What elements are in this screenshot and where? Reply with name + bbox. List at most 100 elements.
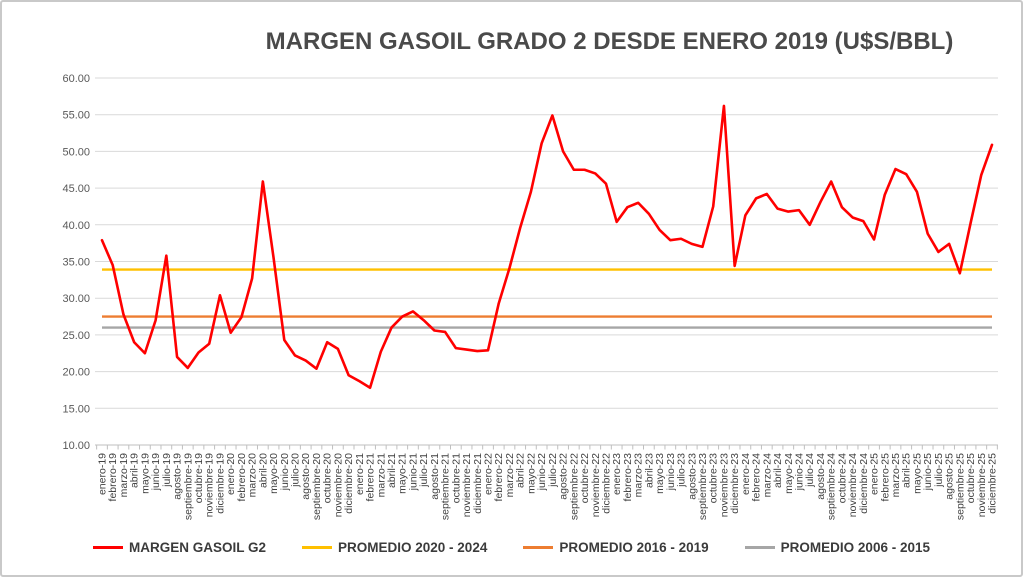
x-axis-label: febrero-25 [879,453,891,502]
x-axis-label: febrero-21 [365,453,377,502]
y-axis-label: 20.00 [62,367,90,379]
y-axis-label: 10.00 [62,440,90,452]
x-axis-label: agosto-20 [300,453,312,500]
x-axis-label: enero-22 [483,453,495,495]
x-axis-label: octubre-25 [965,453,977,503]
x-axis-label: abril-21 [386,453,398,488]
x-axis-label: julio-23 [676,453,688,488]
x-axis-label: diciembre-25 [987,453,999,514]
legend-item-margen-gasoil-g2: MARGEN GASOIL G2 [92,540,267,555]
y-axis-label: 35.00 [62,257,90,269]
x-axis-label: enero-20 [225,453,237,495]
legend-swatch-margen-gasoil-g2 [92,546,123,549]
x-axis-label: mayo-25 [911,453,923,494]
x-axis-label: septiembre-21 [440,453,452,520]
x-axis-label: diciembre-23 [729,453,741,514]
y-axis-label: 25.00 [62,330,90,342]
x-axis-label: octubre-22 [579,453,591,503]
x-axis-label: marzo-24 [761,453,773,498]
x-axis-label: febrero-20 [236,453,248,502]
x-axis-label: octubre-24 [836,453,848,503]
y-axis-label: 30.00 [62,293,90,305]
x-axis-label: marzo-22 [504,453,516,498]
x-axis-label: diciembre-19 [214,453,226,514]
x-axis-label: marzo-25 [890,453,902,498]
x-axis-label: abril-23 [643,453,655,488]
y-axis-label: 40.00 [62,220,90,232]
y-axis-label: 15.00 [62,403,90,415]
legend-swatch-promedio-2020-2024 [302,546,333,549]
x-axis-label: octubre-23 [708,453,720,503]
x-axis-label: febrero-19 [107,453,119,502]
y-axis-label: 50.00 [62,146,90,158]
x-axis-label: febrero-23 [622,453,634,502]
x-axis-label: marzo-23 [633,453,645,498]
x-axis-label: septiembre-19 [182,453,194,520]
x-axis-label: septiembre-20 [311,453,323,520]
x-axis-label: enero-23 [611,453,623,495]
x-axis-label: marzo-21 [375,453,387,498]
x-axis-label: agosto-23 [686,453,698,500]
x-axis-label: agosto-19 [172,453,184,500]
x-axis-label: julio-24 [804,453,816,488]
y-axis-label: 45.00 [62,183,90,195]
x-axis-label: diciembre-20 [343,453,355,514]
x-axis-label: noviembre-22 [590,453,602,517]
x-axis-label: septiembre-25 [954,453,966,520]
x-axis-label: septiembre-23 [697,453,709,520]
x-axis-label: abril-25 [901,453,913,488]
x-axis-label: febrero-22 [493,453,505,502]
x-axis-label: abril-24 [772,453,784,488]
x-axis-label: enero-21 [354,453,366,495]
x-axis-label: mayo-23 [654,453,666,494]
x-axis-label: junio-24 [793,453,805,492]
x-axis-label: noviembre-19 [204,453,216,517]
chart-title: MARGEN GASOIL GRADO 2 DESDE ENERO 2019 (… [265,28,954,55]
x-axis-label: junio-23 [665,453,677,492]
x-axis-label: octubre-19 [193,453,205,503]
x-axis-label: julio-19 [161,453,173,488]
x-axis-label: diciembre-22 [600,453,612,514]
legend-label-promedio-2020-2024: PROMEDIO 2020 - 2024 [338,540,488,555]
x-axis-label: noviembre-24 [847,453,859,517]
x-axis-label: junio-20 [279,453,291,492]
x-axis-label: junio-25 [922,453,934,492]
legend-swatch-promedio-2016-2019 [523,546,554,549]
legend-item-promedio-2020-2024: PROMEDIO 2020 - 2024 [302,540,487,555]
x-axis-label: julio-22 [547,453,559,488]
x-axis-label: agosto-25 [944,453,956,500]
x-axis-label: julio-20 [290,453,302,488]
x-axis-label: mayo-22 [525,453,537,494]
x-axis-label: agosto-21 [429,453,441,500]
legend-label-promedio-2016-2019: PROMEDIO 2016 - 2019 [559,540,709,555]
x-axis-label: mayo-20 [268,453,280,494]
x-axis-label: abril-20 [257,453,269,488]
x-axis-label: noviembre-20 [332,453,344,517]
x-axis-label: marzo-20 [247,453,259,498]
x-axis-label: mayo-24 [783,453,795,494]
chart-legend: MARGEN GASOIL G2 PROMEDIO 2020 - 2024 PR… [2,540,1021,555]
x-axis-label: octubre-21 [450,453,462,503]
x-axis-label: abril-22 [515,453,527,488]
x-axis-label: septiembre-24 [826,453,838,520]
legend-item-promedio-2006-2015: PROMEDIO 2006 - 2015 [744,540,930,555]
x-axis-label: diciembre-24 [858,453,870,514]
y-axis-label: 55.00 [62,110,90,122]
legend-item-promedio-2016-2019: PROMEDIO 2016 - 2019 [523,540,709,555]
x-axis-label: junio-19 [150,453,162,492]
x-axis-label: enero-24 [740,453,752,495]
x-axis-label: agosto-24 [815,453,827,500]
legend-swatch-promedio-2006-2015 [744,546,775,549]
legend-label-margen-gasoil-g2: MARGEN GASOIL G2 [128,540,267,555]
x-axis-label: enero-25 [869,453,881,495]
legend-label-promedio-2006-2015: PROMEDIO 2006 - 2015 [780,540,930,555]
x-axis-label: mayo-19 [139,453,151,494]
x-axis-label: agosto-22 [558,453,570,500]
x-axis-label: julio-21 [418,453,430,488]
y-axis-label: 60.00 [62,73,90,85]
x-axis-label: octubre-20 [322,453,334,503]
x-axis-label: junio-21 [407,453,419,492]
x-axis-label: septiembre-22 [568,453,580,520]
